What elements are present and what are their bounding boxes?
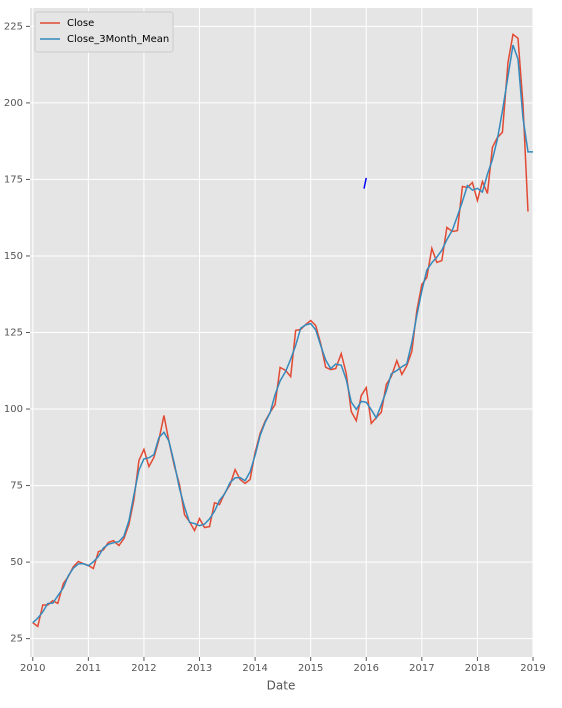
x-axis-label: Date — [267, 679, 296, 693]
x-tick-label: 2010 — [20, 663, 45, 674]
x-tick-label: 2013 — [187, 663, 212, 674]
y-tick-label: 125 — [4, 328, 23, 339]
y-tick-label: 175 — [4, 174, 23, 185]
y-tick-label: 150 — [4, 251, 23, 262]
x-tick-label: 2018 — [465, 663, 490, 674]
y-tick-label: 25 — [10, 634, 23, 645]
y-tick-label: 50 — [10, 557, 23, 568]
legend: Close Close_3Month_Mean — [34, 11, 174, 53]
x-tick-label: 2012 — [131, 663, 156, 674]
x-tick-label: 2017 — [409, 663, 434, 674]
legend-label: Close_3Month_Mean — [67, 34, 169, 45]
x-tick-label: 2014 — [242, 663, 267, 674]
series-line — [363, 177, 367, 189]
legend-box — [34, 11, 174, 53]
x-tick-label: 2011 — [76, 663, 101, 674]
series-line — [32, 44, 533, 624]
x-tick-label: 2019 — [520, 663, 545, 674]
legend-label: Close — [67, 18, 94, 29]
x-tick-label: 2015 — [298, 663, 323, 674]
y-tick-label: 200 — [4, 98, 23, 109]
y-tick-label: 225 — [4, 21, 23, 32]
x-tick-label: 2016 — [354, 663, 379, 674]
y-tick-label: 75 — [10, 481, 23, 492]
y-tick-label: 100 — [4, 404, 23, 415]
